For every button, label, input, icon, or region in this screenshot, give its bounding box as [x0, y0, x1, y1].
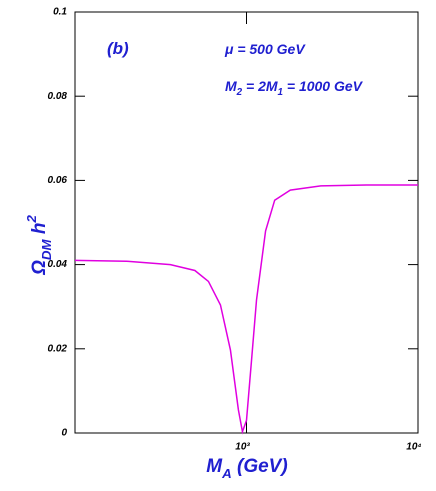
x-axis-label: MA (GeV)	[206, 456, 287, 481]
x-axis-label-part: A	[221, 466, 232, 481]
annotation-part: M	[225, 78, 237, 94]
y-axis-label: ΩDM h2	[24, 214, 54, 275]
annotation-part: μ = 500 GeV	[224, 41, 306, 57]
annotation-part: = 2M	[242, 78, 278, 94]
y-axis-label-part: Ω	[29, 260, 50, 276]
y-tick-label: 0	[61, 428, 67, 439]
x-axis-label-part: M	[206, 456, 223, 477]
y-axis-label-part: DM	[39, 238, 54, 260]
y-tick-label: 0.06	[48, 175, 68, 186]
plot-frame	[74, 11, 419, 434]
annotation: (b)	[107, 39, 129, 58]
x-tick-label: 10³	[235, 442, 250, 453]
data-line	[74, 184, 418, 435]
y-axis-label-part: 2	[24, 214, 39, 223]
y-tick-label: 0.02	[48, 343, 68, 354]
annotation-part: 1	[278, 87, 283, 98]
annotation-part: (b)	[107, 39, 129, 58]
x-axis-label-part: (GeV)	[232, 456, 288, 477]
annotation: M2 = 2M1 = 1000 GeV	[225, 78, 364, 98]
y-tick-label: 0.1	[53, 7, 67, 18]
annotation: μ = 500 GeV	[224, 41, 306, 57]
annotation-part: 2	[236, 87, 243, 98]
y-axis-label-part: h	[29, 222, 50, 239]
y-tick-label: 0.04	[48, 259, 68, 270]
x-tick-label: 10⁴	[406, 442, 421, 453]
y-tick-label: 0.08	[48, 91, 68, 102]
annotation-part: = 1000 GeV	[283, 78, 364, 94]
